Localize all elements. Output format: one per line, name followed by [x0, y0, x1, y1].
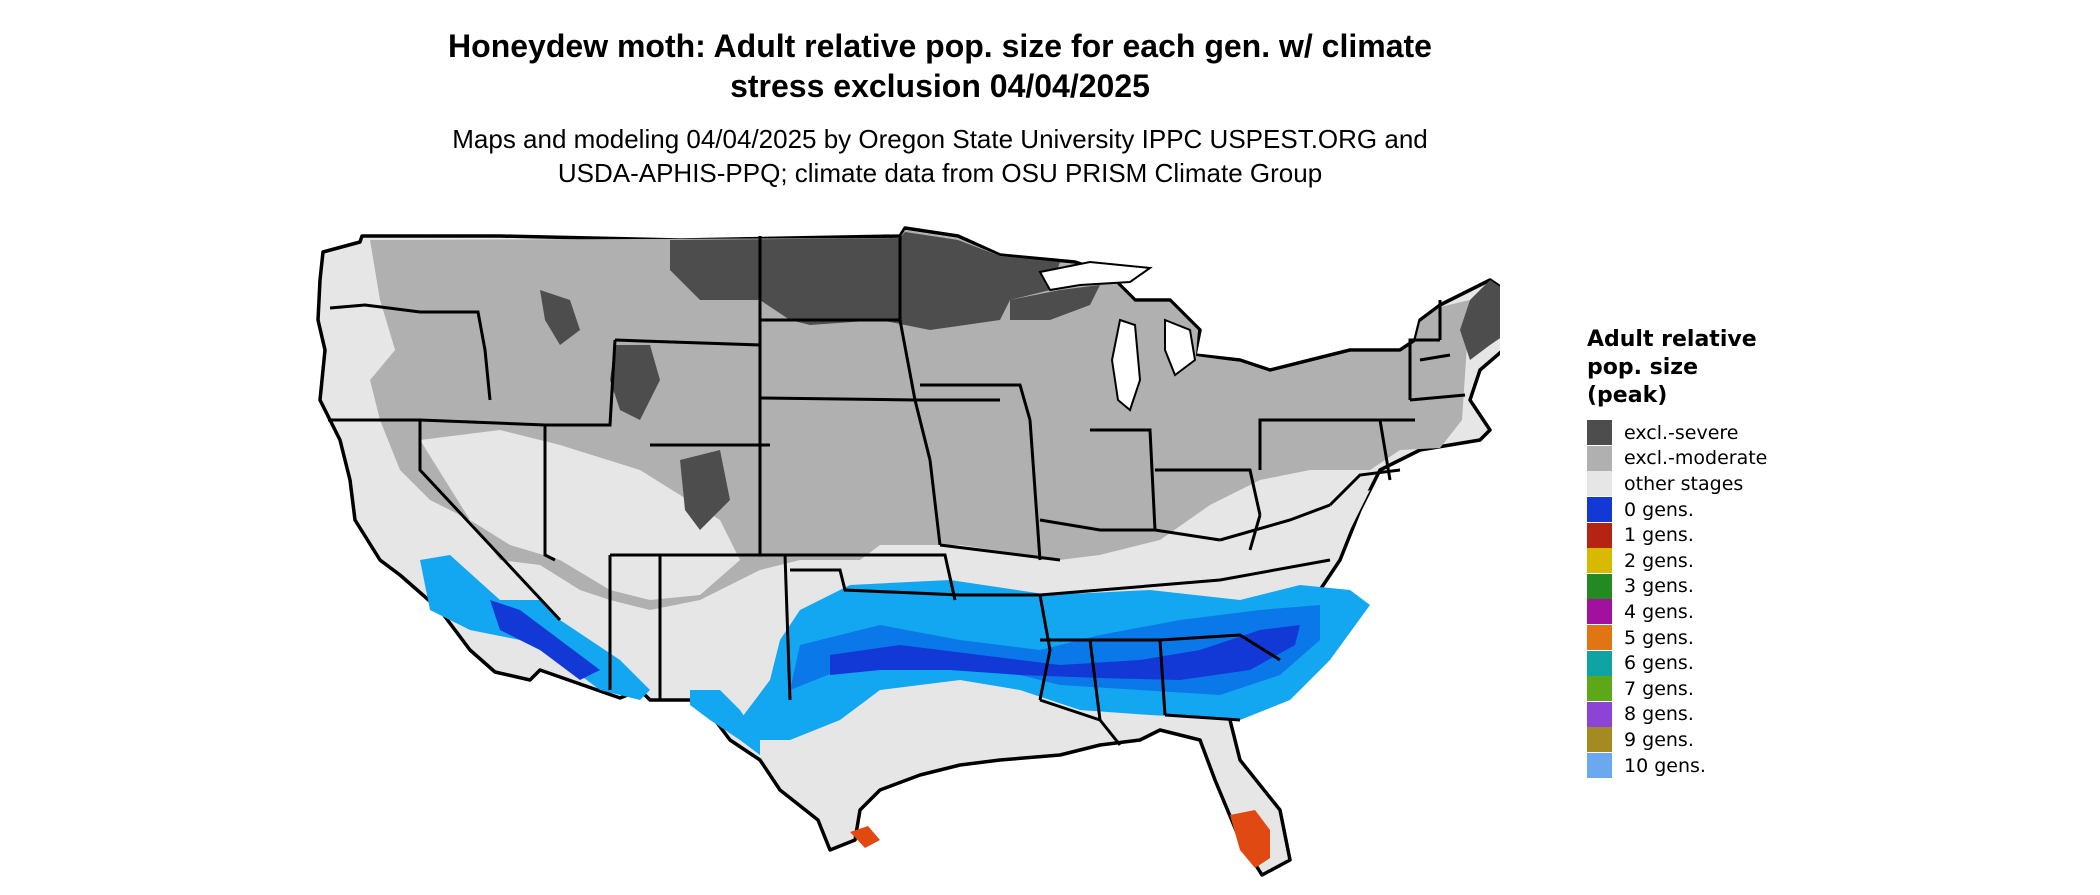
legend-label: 6 gens.	[1624, 652, 1694, 675]
state-boundaries	[328, 236, 1466, 746]
lake-superior	[1038, 260, 1153, 292]
legend-swatch	[1587, 497, 1612, 523]
map-title: Honeydew moth: Adult relative pop. size …	[300, 26, 1580, 106]
legend-item: 3 gens.	[1587, 573, 1767, 600]
legend-item: excl.-severe	[1587, 420, 1767, 446]
legend-swatch	[1587, 599, 1612, 625]
legend-swatch	[1587, 701, 1612, 727]
legend-item: 9 gens.	[1587, 727, 1767, 753]
zone-excl-severe-montana	[540, 290, 580, 345]
zone-other-stages-mid	[900, 490, 1370, 590]
zone-other-stages-nw	[325, 280, 395, 380]
legend-title-line-2: pop. size	[1587, 355, 1698, 380]
zone-excl-severe-wyoming	[610, 345, 660, 420]
legend-title-line-3: (peak)	[1587, 383, 1668, 408]
legend-label: 2 gens.	[1624, 549, 1694, 572]
zone-zero-gens-texas	[690, 690, 760, 755]
zone-one-gens-texas	[850, 826, 880, 848]
zone-excl-severe-north-plains	[670, 232, 1060, 330]
legend-swatch	[1587, 573, 1612, 599]
legend-item: excl.-moderate	[1587, 445, 1768, 472]
legend-label: 5 gens.	[1624, 626, 1694, 649]
legend-items: excl.-severe excl.-moderate other stages 0 …	[1587, 420, 1768, 779]
legend-label: 9 gens.	[1624, 728, 1694, 751]
map-subtitle-line-2: USDA-APHIS-PPQ; climate data from OSU PR…	[557, 158, 1323, 188]
legend-item: 6 gens.	[1587, 650, 1767, 676]
legend-item: 0 gens.	[1587, 497, 1767, 523]
zone-excl-severe-colorado	[680, 450, 730, 530]
legend-swatch	[1587, 522, 1612, 548]
legend-title-line-1: Adult relative	[1587, 327, 1757, 352]
legend-item: 5 gens.	[1587, 625, 1767, 651]
legend-label: excl.-severe	[1624, 421, 1739, 444]
legend-swatch	[1587, 727, 1612, 753]
legend-label: 4 gens.	[1624, 600, 1694, 623]
legend-swatch	[1587, 650, 1612, 676]
legend-swatch	[1587, 471, 1612, 497]
legend-label: 8 gens.	[1624, 703, 1694, 726]
lake-huron	[1164, 318, 1197, 377]
legend-item: 10 gens.	[1587, 753, 1767, 779]
legend-swatch	[1587, 753, 1612, 779]
zone-zero-gens-core	[830, 625, 1300, 680]
legend-label: other stages	[1624, 472, 1744, 495]
map-subtitle: Maps and modeling 04/04/2025 by Oregon S…	[300, 122, 1580, 190]
lake-michigan	[1110, 318, 1142, 412]
legend-item: 2 gens.	[1587, 548, 1767, 574]
legend-swatch	[1587, 548, 1612, 574]
zone-excl-severe-upper-michigan	[1010, 285, 1100, 320]
legend-item: other stages	[1587, 471, 1767, 497]
legend-swatch	[1587, 625, 1612, 651]
legend: Adult relative pop. size (peak) excl.-se…	[1587, 326, 1768, 779]
legend-swatch	[1587, 420, 1612, 446]
map-subtitle-line-1: Maps and modeling 04/04/2025 by Oregon S…	[452, 124, 1428, 154]
legend-item: 8 gens.	[1587, 701, 1767, 728]
zone-zero-gens-southwest-core	[490, 600, 600, 680]
legend-item: 1 gens.	[1587, 522, 1767, 548]
legend-swatch	[1587, 445, 1612, 471]
legend-label: 10 gens.	[1624, 754, 1706, 777]
zone-one-gens-florida	[1230, 810, 1270, 868]
legend-title: Adult relative pop. size (peak)	[1587, 326, 1767, 410]
us-map	[316, 226, 1500, 877]
legend-label: 3 gens.	[1624, 575, 1694, 598]
legend-label: 7 gens.	[1624, 677, 1694, 700]
legend-label: 0 gens.	[1624, 498, 1694, 521]
map-title-line-1: Honeydew moth: Adult relative pop. size …	[448, 28, 1432, 64]
legend-item: 7 gens.	[1587, 676, 1767, 702]
legend-swatch	[1587, 676, 1612, 702]
legend-label: excl.-moderate	[1624, 447, 1768, 470]
zone-excl-severe-maine	[1460, 280, 1500, 360]
map-title-line-2: stress exclusion 04/04/2025	[730, 68, 1150, 104]
legend-item: 4 gens.	[1587, 599, 1767, 625]
legend-label: 1 gens.	[1624, 524, 1694, 547]
